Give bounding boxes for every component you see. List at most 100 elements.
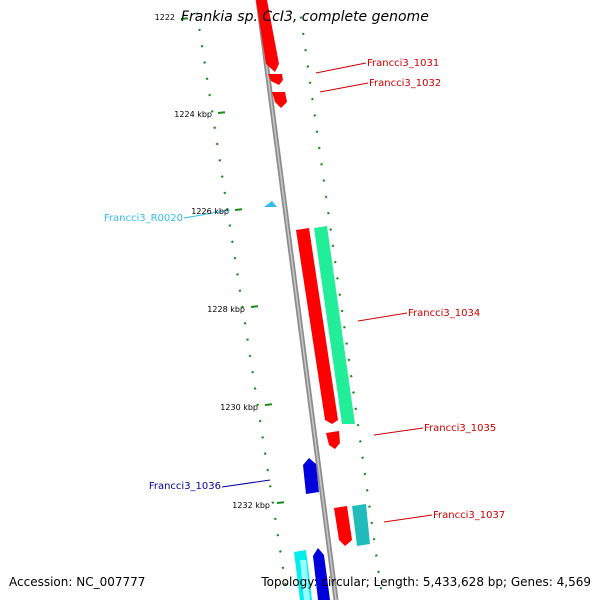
scale-tick xyxy=(220,175,224,178)
scale-tick xyxy=(241,305,244,309)
scale-tick xyxy=(306,65,310,68)
scale-tick xyxy=(329,228,333,231)
scale-tick xyxy=(180,17,189,20)
backbone-highlight xyxy=(257,0,337,600)
scale-tick xyxy=(276,533,280,537)
scale-tick xyxy=(198,28,201,32)
scale-label: 1228 kbp xyxy=(207,305,245,314)
scale-tick xyxy=(372,537,376,541)
genome-title: Frankia sp. CcI3, complete genome xyxy=(181,9,429,25)
scale-tick xyxy=(301,32,305,36)
scale-tick xyxy=(246,338,249,341)
scale-tick xyxy=(374,554,378,557)
scale-tick xyxy=(352,391,355,394)
scale-tick xyxy=(250,305,259,308)
scale-tick xyxy=(368,505,371,508)
scale-tick xyxy=(324,195,328,199)
feature-label[interactable]: Francci3_1037 xyxy=(433,510,505,521)
label-leaders xyxy=(183,62,433,523)
scale-ticks xyxy=(180,12,383,590)
scale-tick xyxy=(210,110,214,113)
scale-tick xyxy=(308,81,312,85)
scale-tick xyxy=(279,550,282,553)
scale-tick xyxy=(218,158,222,162)
scale-tick xyxy=(238,289,242,293)
scale-tick xyxy=(230,240,234,244)
scale-tick xyxy=(365,488,369,492)
scale-tick xyxy=(331,244,335,248)
scale-tick xyxy=(200,44,204,48)
scale-tick xyxy=(340,309,344,313)
scale-label: 1224 kbp xyxy=(174,110,212,119)
scale-tick xyxy=(233,256,237,260)
scale-tick xyxy=(345,342,349,345)
gene-bottom-cyan2[interactable] xyxy=(300,560,310,600)
feature-label[interactable]: Francci3_1034 xyxy=(408,308,480,319)
scale-tick xyxy=(327,211,330,215)
gene-1030-shape[interactable] xyxy=(256,0,279,72)
scale-tick xyxy=(208,93,212,97)
gene-1034b-shape[interactable] xyxy=(314,226,355,424)
gene-1035-shape[interactable] xyxy=(326,431,340,449)
gene-1032-shape[interactable] xyxy=(272,92,287,108)
scale-tick xyxy=(217,111,226,114)
scale-tick xyxy=(304,48,307,52)
scale-tick xyxy=(205,77,209,81)
scale-tick xyxy=(336,277,339,280)
scale-label: 1230 kbp xyxy=(220,403,258,412)
gene-1031-shape[interactable] xyxy=(268,74,283,85)
scale-tick xyxy=(299,16,303,19)
topology-summary: Topology: circular; Length: 5,433,628 bp… xyxy=(261,575,591,589)
scale-label: 1222 xyxy=(155,13,175,22)
scale-tick xyxy=(356,423,360,427)
scale-tick xyxy=(361,456,364,460)
feature-label[interactable]: Francci3_R0020 xyxy=(104,213,183,224)
gene-1037b-shape[interactable] xyxy=(352,504,370,546)
scale-tick xyxy=(347,358,351,362)
feature-label[interactable]: Francci3_1035 xyxy=(424,423,496,434)
scale-tick xyxy=(322,179,326,182)
scale-tick xyxy=(379,586,383,590)
scale-tick xyxy=(276,501,285,504)
scale-tick xyxy=(317,146,321,150)
gene-1036-shape[interactable] xyxy=(303,458,319,494)
scale-tick xyxy=(311,97,314,101)
scale-tick xyxy=(228,224,232,227)
gene-bottom-blue[interactable] xyxy=(313,548,330,600)
rna-r0020-shape[interactable] xyxy=(264,201,277,207)
scale-tick xyxy=(349,374,353,378)
scale-tick xyxy=(281,566,285,570)
feature-label[interactable]: Francci3_1036 xyxy=(149,481,221,492)
feature-label[interactable]: Francci3_1032 xyxy=(369,78,441,89)
gene-1037-shape[interactable] xyxy=(334,506,352,546)
scale-tick xyxy=(223,191,227,195)
scale-tick xyxy=(203,61,206,64)
scale-tick xyxy=(315,130,319,134)
scale-tick xyxy=(273,517,277,521)
scale-tick xyxy=(333,260,337,264)
scale-tick xyxy=(243,321,247,325)
gene-features xyxy=(256,0,370,600)
scale-tick xyxy=(258,419,262,423)
scale-tick xyxy=(251,370,254,374)
scale-tick xyxy=(358,440,362,443)
scale-tick xyxy=(320,162,323,166)
scale-tick xyxy=(253,387,257,390)
scale-tick xyxy=(284,582,287,586)
scale-tick xyxy=(342,325,346,329)
scale-tick xyxy=(266,468,270,472)
scale-tick xyxy=(256,403,260,407)
scale-tick xyxy=(313,114,317,117)
scale-tick xyxy=(264,403,273,406)
feature-label[interactable]: Francci3_1031 xyxy=(367,58,439,69)
scale-tick xyxy=(338,293,342,297)
scale-tick xyxy=(354,407,358,411)
gene-1034-shape[interactable] xyxy=(296,228,338,424)
scale-label: 1232 kbp xyxy=(232,501,270,510)
scale-tick xyxy=(225,207,229,211)
scale-tick xyxy=(248,354,252,358)
scale-tick xyxy=(234,208,243,211)
scale-tick xyxy=(268,484,272,488)
scale-label: 1226 kbp xyxy=(191,207,229,216)
